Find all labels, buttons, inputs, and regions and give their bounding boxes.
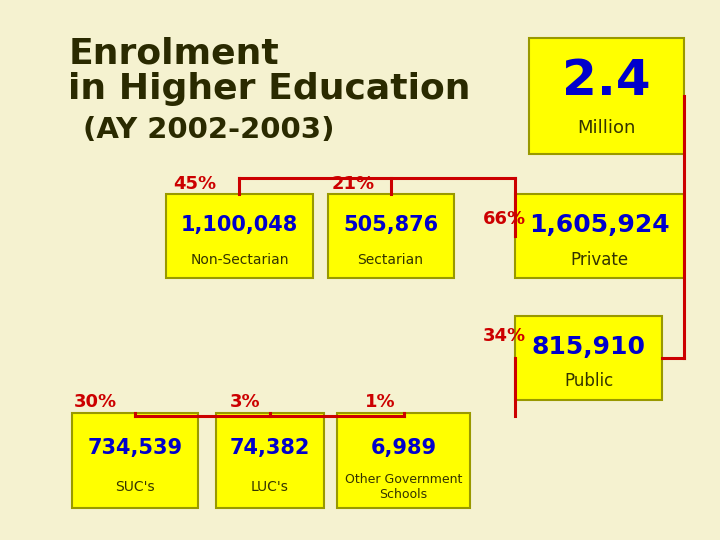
FancyBboxPatch shape	[166, 194, 313, 278]
FancyBboxPatch shape	[328, 194, 454, 278]
Text: 2.4: 2.4	[562, 57, 651, 105]
Text: 66%: 66%	[482, 210, 526, 228]
Text: Public: Public	[564, 372, 613, 390]
FancyBboxPatch shape	[529, 38, 684, 154]
Text: Enrolment: Enrolment	[68, 37, 279, 71]
Text: LUC's: LUC's	[251, 480, 289, 494]
Text: 815,910: 815,910	[531, 335, 646, 359]
Text: Other Government
Schools: Other Government Schools	[345, 473, 462, 501]
FancyBboxPatch shape	[515, 316, 662, 400]
Text: SUC's: SUC's	[115, 480, 155, 494]
Text: 734,539: 734,539	[87, 438, 183, 458]
Text: Sectarian: Sectarian	[358, 253, 423, 267]
Text: Million: Million	[577, 119, 636, 137]
Text: 21%: 21%	[331, 174, 374, 193]
FancyBboxPatch shape	[216, 413, 324, 508]
Text: (AY 2002-2003): (AY 2002-2003)	[83, 116, 334, 144]
Text: in Higher Education: in Higher Education	[68, 72, 471, 106]
FancyBboxPatch shape	[337, 413, 470, 508]
FancyBboxPatch shape	[515, 194, 684, 278]
Text: 30%: 30%	[74, 393, 117, 411]
Text: 6,989: 6,989	[371, 438, 436, 458]
Text: 1,100,048: 1,100,048	[181, 215, 298, 235]
Text: 505,876: 505,876	[343, 215, 438, 235]
FancyBboxPatch shape	[72, 413, 198, 508]
Text: Non-Sectarian: Non-Sectarian	[190, 253, 289, 267]
Text: Private: Private	[570, 251, 629, 269]
Text: 74,382: 74,382	[230, 438, 310, 458]
Text: 34%: 34%	[482, 327, 526, 345]
Text: 3%: 3%	[230, 393, 260, 411]
Text: 1,605,924: 1,605,924	[529, 213, 670, 238]
Text: 1%: 1%	[365, 393, 395, 411]
Text: 45%: 45%	[173, 174, 216, 193]
